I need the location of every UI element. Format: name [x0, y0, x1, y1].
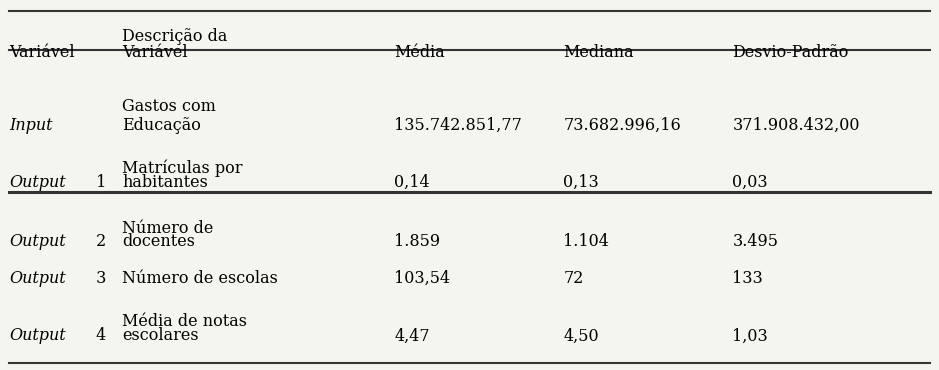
Text: Gastos com: Gastos com: [122, 98, 216, 115]
Text: escolares: escolares: [122, 327, 199, 344]
Text: 0,14: 0,14: [394, 174, 430, 191]
Text: 3.495: 3.495: [732, 233, 778, 250]
Text: 4,50: 4,50: [563, 327, 599, 344]
Text: 4,47: 4,47: [394, 327, 430, 344]
Text: Média: Média: [394, 44, 445, 61]
Text: Output: Output: [9, 233, 66, 250]
Text: 1.104: 1.104: [563, 233, 609, 250]
Text: Média de notas: Média de notas: [122, 313, 247, 330]
Text: 133: 133: [732, 270, 763, 287]
Text: Número de escolas: Número de escolas: [122, 270, 278, 287]
Text: Variável: Variável: [9, 44, 75, 61]
Text: 72: 72: [563, 270, 584, 287]
Text: 0,13: 0,13: [563, 174, 599, 191]
Text: Educação: Educação: [122, 117, 201, 134]
Text: 1,03: 1,03: [732, 327, 768, 344]
Text: Output: Output: [9, 270, 66, 287]
Text: 103,54: 103,54: [394, 270, 451, 287]
Text: 371.908.432,00: 371.908.432,00: [732, 117, 860, 134]
Text: 0,03: 0,03: [732, 174, 768, 191]
Text: Input: Input: [9, 117, 53, 134]
Text: Mediana: Mediana: [563, 44, 634, 61]
Text: Output: Output: [9, 174, 66, 191]
Text: 3: 3: [91, 270, 106, 287]
Text: Descrição da: Descrição da: [122, 28, 227, 45]
Text: Output: Output: [9, 327, 66, 344]
Text: Número de: Número de: [122, 220, 213, 237]
Text: Matrículas por: Matrículas por: [122, 159, 242, 176]
Text: 4: 4: [91, 327, 106, 344]
Text: 135.742.851,77: 135.742.851,77: [394, 117, 522, 134]
Text: 1.859: 1.859: [394, 233, 440, 250]
Text: 1: 1: [91, 174, 106, 191]
Text: Desvio-Padrão: Desvio-Padrão: [732, 44, 849, 61]
Text: 73.682.996,16: 73.682.996,16: [563, 117, 681, 134]
Text: 2: 2: [91, 233, 106, 250]
Text: habitantes: habitantes: [122, 174, 208, 191]
Text: docentes: docentes: [122, 233, 195, 250]
Text: Variável: Variável: [122, 44, 188, 61]
